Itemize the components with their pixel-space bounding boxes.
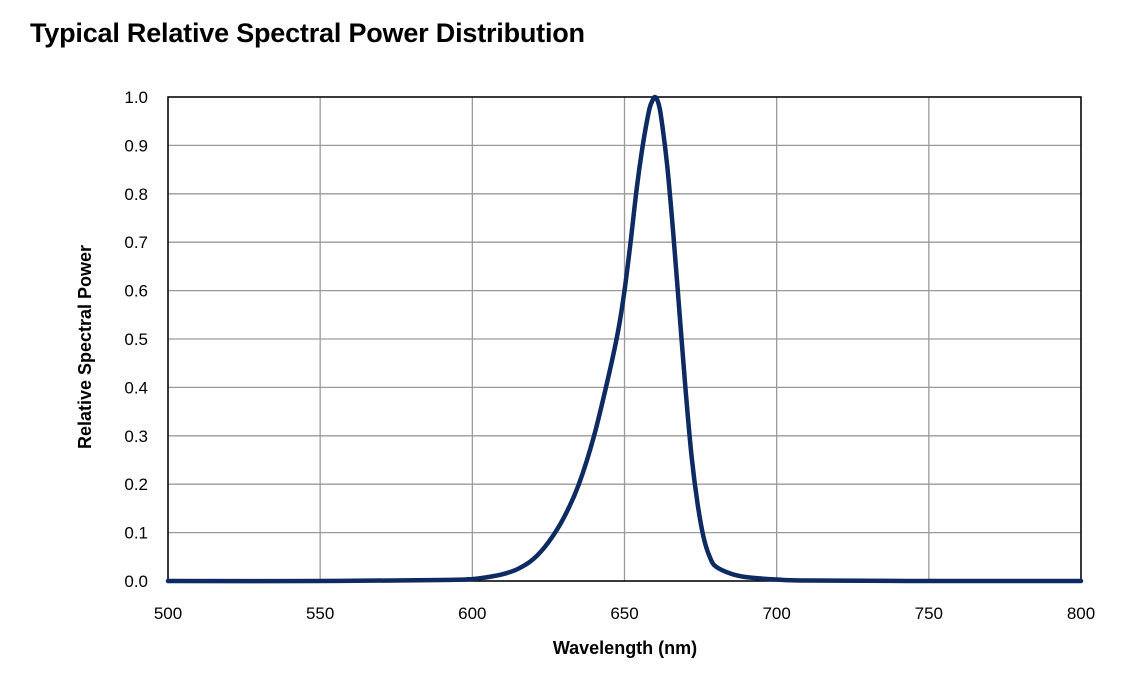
x-tick-labels: 500 550 600 650 700 750 800	[154, 604, 1095, 623]
x-tick-label: 600	[458, 604, 486, 623]
x-tick-label: 550	[306, 604, 334, 623]
y-tick-label: 0.9	[124, 136, 148, 155]
plot-frame	[167, 96, 1082, 582]
chart-title: Typical Relative Spectral Power Distribu…	[30, 18, 585, 48]
y-tick-label: 1.0	[124, 88, 148, 107]
x-tick-label: 700	[762, 604, 790, 623]
x-tick-label: 500	[154, 604, 182, 623]
grid-lines	[167, 96, 1082, 582]
y-tick-label: 0.4	[124, 378, 148, 397]
y-tick-label: 0.0	[124, 572, 148, 591]
y-tick-labels: 0.0 0.1 0.2 0.3 0.4 0.5 0.6 0.7 0.8 0.9 1.0	[124, 88, 148, 591]
y-tick-label: 0.7	[124, 233, 148, 252]
y-tick-label: 0.1	[124, 524, 148, 543]
y-tick-label: 0.8	[124, 185, 148, 204]
x-tick-label: 750	[915, 604, 943, 623]
x-tick-label: 650	[610, 604, 638, 623]
spectral-power-line	[165, 94, 1084, 584]
x-axis-label: Wavelength (nm)	[553, 638, 697, 658]
y-tick-label: 0.3	[124, 427, 148, 446]
y-tick-label: 0.5	[124, 330, 148, 349]
y-tick-label: 0.2	[124, 475, 148, 494]
y-axis-label: Relative Spectral Power	[75, 245, 95, 449]
y-tick-label: 0.6	[124, 282, 148, 301]
x-tick-label: 800	[1067, 604, 1095, 623]
